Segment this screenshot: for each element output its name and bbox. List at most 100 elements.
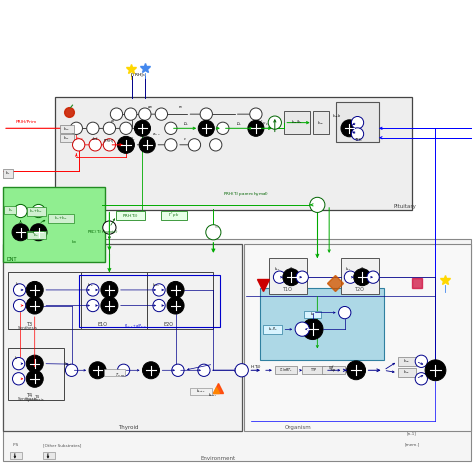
Text: E2O: E2O <box>164 322 173 327</box>
Circle shape <box>103 221 116 234</box>
Circle shape <box>415 355 428 367</box>
Text: Organism: Organism <box>285 425 312 430</box>
Bar <box>10 452 22 459</box>
Bar <box>147 273 213 329</box>
Bar <box>341 258 379 294</box>
Circle shape <box>73 139 85 151</box>
Bar <box>81 273 147 329</box>
Circle shape <box>26 355 43 372</box>
Text: $T_{1o}$: $T_{1o}$ <box>360 265 367 273</box>
Circle shape <box>273 271 286 283</box>
Circle shape <box>120 122 132 135</box>
Circle shape <box>295 322 310 336</box>
Circle shape <box>87 300 99 312</box>
Bar <box>3 169 12 178</box>
Text: [n-1]: [n-1] <box>407 431 417 435</box>
Bar <box>275 365 298 374</box>
Text: $k_a+k_m$: $k_a+k_m$ <box>54 215 68 222</box>
Text: [Other Substrates]: [Other Substrates] <box>43 443 82 447</box>
Text: $k_a$: $k_a$ <box>71 238 77 246</box>
Text: $k_1$: $k_1$ <box>13 452 18 460</box>
Text: $k_{out,r}$: $k_{out,r}$ <box>209 392 219 399</box>
Bar <box>43 452 55 459</box>
Circle shape <box>103 122 116 135</box>
Text: $k_{12}$: $k_{12}$ <box>64 125 70 133</box>
Bar <box>79 275 220 327</box>
Text: $\gamma d$: $\gamma d$ <box>328 363 335 371</box>
Circle shape <box>351 117 364 129</box>
Bar <box>60 134 74 143</box>
Circle shape <box>425 360 446 381</box>
Circle shape <box>135 120 151 137</box>
Text: $k_{8a,j}$: $k_{8a,j}$ <box>153 281 161 288</box>
Circle shape <box>12 373 25 385</box>
Circle shape <box>87 122 99 135</box>
Bar <box>48 214 74 223</box>
Text: T4: T4 <box>26 393 32 398</box>
Circle shape <box>296 271 309 283</box>
Text: PRH(T$_3$ parenchymal): PRH(T$_3$ parenchymal) <box>223 190 270 198</box>
Circle shape <box>101 297 118 314</box>
Circle shape <box>13 284 26 296</box>
Text: TFC: TFC <box>354 138 361 142</box>
Circle shape <box>344 271 356 283</box>
Text: $k_{a2}$/$k_{s}$: $k_{a2}$/$k_{s}$ <box>291 119 303 127</box>
Circle shape <box>125 108 137 120</box>
Circle shape <box>65 364 78 376</box>
Bar <box>8 273 81 329</box>
Text: $T_{4,-1}$: $T_{4,-1}$ <box>115 371 126 379</box>
Text: T5p: T5p <box>330 368 337 372</box>
Text: IPS: IPS <box>13 443 19 447</box>
Text: $T_{3o}$: $T_{3o}$ <box>290 265 296 273</box>
Text: $k_{a1}$: $k_{a1}$ <box>345 265 352 273</box>
Circle shape <box>101 282 118 299</box>
Bar <box>269 258 307 294</box>
Text: PRIH/Prim: PRIH/Prim <box>16 119 37 124</box>
Circle shape <box>26 297 43 314</box>
Text: $k_{a3}$: $k_{a3}$ <box>403 357 410 365</box>
Text: $\Omega_g$: $\Omega_g$ <box>237 119 242 127</box>
Text: H(T$_4$): H(T$_4$) <box>250 363 262 371</box>
Circle shape <box>118 137 135 154</box>
Text: TTP: TTP <box>310 368 317 372</box>
Bar <box>322 365 345 374</box>
Text: $k_{a2}b$: $k_{a2}b$ <box>332 113 341 120</box>
Text: $D_1$: $D_1$ <box>33 354 39 362</box>
Circle shape <box>153 284 165 296</box>
Circle shape <box>143 362 159 379</box>
Text: DNT: DNT <box>6 257 17 262</box>
Circle shape <box>172 364 184 376</box>
Text: [TRH]$_s$: [TRH]$_s$ <box>130 72 146 79</box>
Circle shape <box>248 120 264 137</box>
Text: $k_{out,2}$: $k_{out,2}$ <box>196 388 206 395</box>
Circle shape <box>12 357 25 370</box>
Bar <box>398 357 416 365</box>
Circle shape <box>70 122 82 135</box>
Circle shape <box>87 284 99 296</box>
Circle shape <box>12 224 29 241</box>
Circle shape <box>153 300 165 312</box>
Text: $k_{al}P_{la}$: $k_{al}P_{la}$ <box>268 326 278 333</box>
Text: $k_{21}$: $k_{21}$ <box>64 135 70 142</box>
Text: $k_1$: $k_1$ <box>46 452 52 460</box>
Circle shape <box>14 204 27 218</box>
Text: PKC(T$_3$ thyroid): PKC(T$_3$ thyroid) <box>87 228 118 236</box>
Circle shape <box>338 307 351 319</box>
Bar <box>284 111 310 134</box>
Circle shape <box>210 139 222 151</box>
Text: Synthesis: Synthesis <box>26 398 45 401</box>
Circle shape <box>346 361 365 380</box>
Bar <box>27 231 46 239</box>
Circle shape <box>198 364 210 376</box>
Bar <box>3 244 242 431</box>
Text: $D_{7}$: $D_{7}$ <box>33 281 39 288</box>
Text: $k_{1p}$: $k_{1p}$ <box>87 281 94 288</box>
Bar <box>60 125 74 133</box>
Bar <box>3 239 471 462</box>
Bar <box>264 325 283 334</box>
Circle shape <box>198 120 214 137</box>
Circle shape <box>167 297 184 314</box>
Text: Pituitary: Pituitary <box>393 204 416 209</box>
Text: $\sigma_t$: $\sigma_t$ <box>110 119 116 126</box>
Circle shape <box>206 225 221 240</box>
